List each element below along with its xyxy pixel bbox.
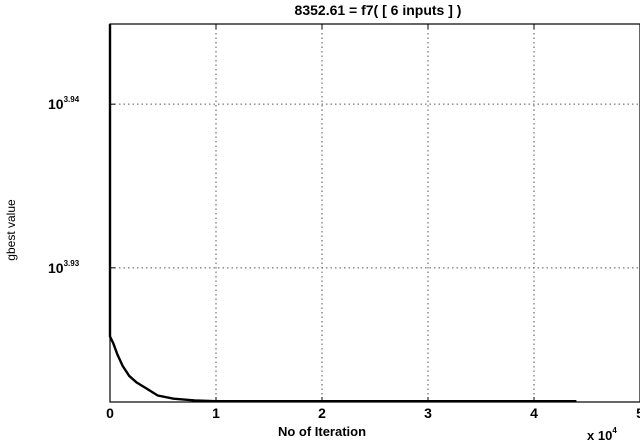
x-axis-label: No of Iteration: [278, 424, 366, 439]
x-multiplier-exponent: 4: [612, 426, 617, 435]
y-tick-label: 103.94: [48, 95, 80, 112]
x-tick-label: 4: [530, 405, 538, 421]
y-tick-label: 103.93: [48, 259, 80, 276]
series-layer: [108, 24, 577, 403]
x-multiplier: x 104: [587, 426, 617, 443]
y-axis-label: gbest value: [4, 199, 18, 261]
x-tick-label: 0: [106, 405, 114, 421]
series-line: [108, 24, 577, 403]
y-tick-base: 10: [48, 96, 64, 112]
y-tick-exponent: 3.93: [64, 259, 80, 268]
x-tick-labels: 0 1 2 3 4 5: [106, 405, 640, 421]
x-tick-label: 3: [424, 405, 432, 421]
x-tick-label: 1: [212, 405, 220, 421]
x-tick-label: 2: [318, 405, 326, 421]
grid: [110, 24, 640, 402]
y-tick-exponent: 3.94: [64, 95, 80, 104]
x-multiplier-base: x 10: [587, 428, 612, 443]
x-tick-label: 5: [636, 405, 640, 421]
y-tick-base: 10: [48, 260, 64, 276]
chart-title: 8352.61 = f7( [ 6 inputs ] ): [295, 2, 462, 18]
